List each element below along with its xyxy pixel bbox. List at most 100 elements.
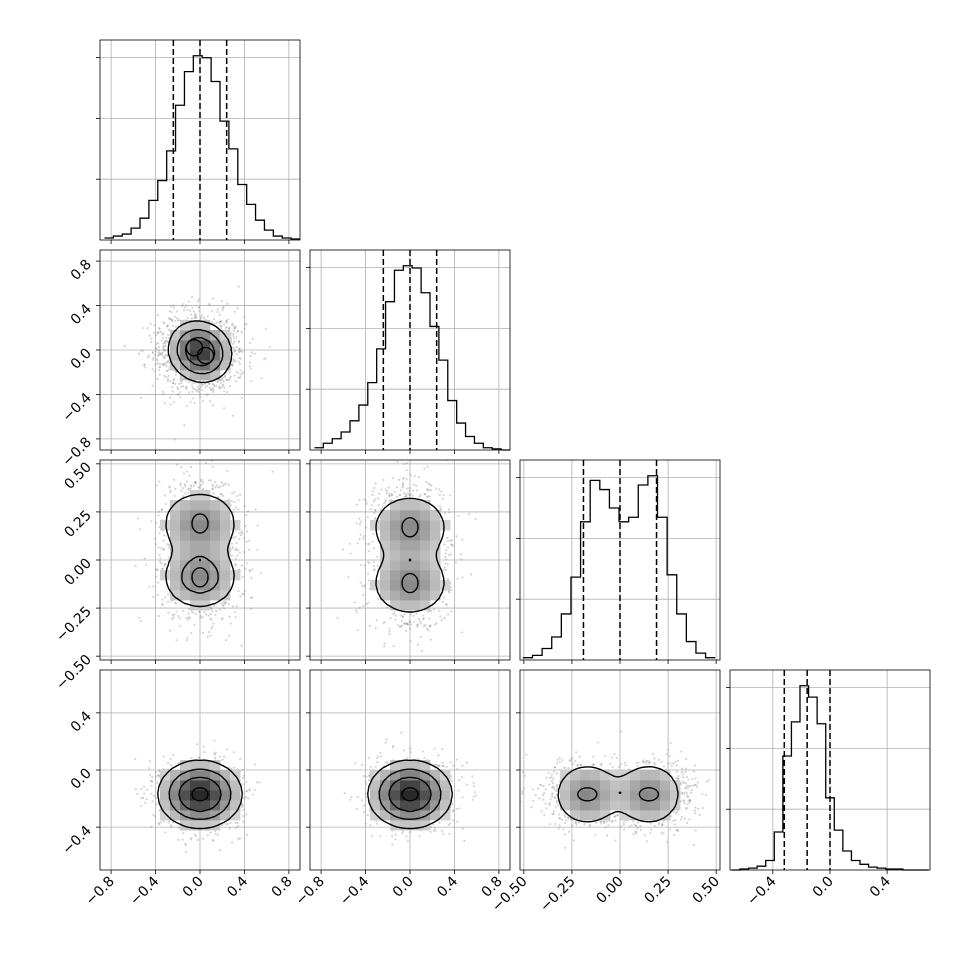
scatter-point xyxy=(236,768,239,771)
scatter-point xyxy=(405,495,408,498)
scatter-point xyxy=(688,784,691,788)
scatter-point xyxy=(169,305,172,308)
scatter-point xyxy=(227,327,231,330)
scatter-point xyxy=(158,480,161,483)
density-cell xyxy=(220,340,231,351)
scatter-point xyxy=(409,747,412,750)
scatter-point xyxy=(693,809,696,812)
scatter-point xyxy=(223,386,226,389)
scatter-point xyxy=(446,613,450,616)
scatter-point xyxy=(211,483,215,486)
scatter-point xyxy=(144,801,147,804)
scatter-point xyxy=(168,310,171,313)
scatter-point xyxy=(234,535,237,539)
density-cell xyxy=(600,800,611,811)
density-cell xyxy=(180,500,191,511)
scatter-point xyxy=(426,488,429,491)
scatter-point xyxy=(472,784,476,788)
density-cell xyxy=(210,520,221,531)
scatter-point xyxy=(385,492,388,495)
scatter-point xyxy=(614,819,617,822)
scatter-point xyxy=(368,774,371,777)
scatter-point xyxy=(167,546,171,549)
density-cell xyxy=(220,790,231,801)
scatter-point xyxy=(409,627,412,630)
scatter-point xyxy=(212,317,216,321)
scatter-point xyxy=(143,557,146,560)
scatter-point xyxy=(389,617,392,620)
scatter-point xyxy=(642,760,645,763)
scatter-point xyxy=(230,339,233,343)
scatter-point xyxy=(155,347,158,350)
scatter-point xyxy=(670,815,673,818)
density-cell xyxy=(200,770,211,781)
density-cell xyxy=(400,580,411,591)
scatter-point xyxy=(246,562,249,565)
scatter-point xyxy=(142,785,146,788)
scatter-point xyxy=(161,351,164,355)
density-cell xyxy=(220,800,231,811)
scatter-point xyxy=(206,315,210,318)
scatter-point xyxy=(162,393,165,396)
scatter-point xyxy=(178,616,181,620)
scatter-point xyxy=(349,798,352,801)
scatter-point xyxy=(614,839,617,842)
density-cell xyxy=(400,780,411,791)
density-cell xyxy=(590,800,601,811)
scatter-point xyxy=(676,759,680,762)
scatter-point xyxy=(694,806,697,809)
scatter-point xyxy=(247,797,250,800)
scatter-point xyxy=(154,334,158,337)
scatter-point xyxy=(358,606,361,609)
scatter-point xyxy=(216,833,219,837)
scatter-point xyxy=(391,455,393,457)
scatter-point xyxy=(567,816,570,819)
scatter-point xyxy=(366,515,369,519)
scatter-point xyxy=(243,589,247,592)
scatter-point xyxy=(157,353,160,357)
scatter-point xyxy=(566,816,570,819)
scatter-point xyxy=(435,487,438,490)
tick-label: 0.0 xyxy=(68,766,95,793)
scatter-point xyxy=(417,617,420,621)
scatter-point xyxy=(579,764,582,767)
scatter-point xyxy=(397,478,401,481)
scatter-point xyxy=(571,757,574,760)
scatter-point xyxy=(551,813,554,816)
scatter-point xyxy=(235,547,238,550)
scatter-point xyxy=(193,316,196,320)
scatter-point xyxy=(152,595,155,599)
scatter-point xyxy=(695,785,698,788)
scatter-point xyxy=(457,514,460,517)
scatter-point xyxy=(373,564,376,568)
scatter-point xyxy=(350,796,353,799)
density-cell xyxy=(180,820,191,831)
scatter-point xyxy=(676,829,679,832)
scatter-point xyxy=(162,342,165,345)
scatter-point xyxy=(150,337,153,340)
scatter-point xyxy=(424,624,427,627)
scatter-point xyxy=(223,376,226,379)
density-cell xyxy=(560,770,571,781)
scatter-point xyxy=(148,585,151,588)
scatter-point xyxy=(232,346,235,350)
scatter-point xyxy=(231,322,234,325)
scatter-point xyxy=(669,741,672,744)
scatter-point xyxy=(686,787,689,790)
density-cell xyxy=(190,780,201,791)
scatter-point xyxy=(239,375,242,378)
scatter-point xyxy=(178,624,181,628)
scatter-point xyxy=(355,522,358,525)
scatter-point xyxy=(196,388,199,391)
scatter-point xyxy=(155,575,158,578)
scatter-point xyxy=(230,337,233,341)
scatter-point xyxy=(192,611,195,614)
scatter-point xyxy=(222,604,225,607)
density-cell xyxy=(410,560,421,571)
scatter-point xyxy=(358,538,361,541)
scatter-point xyxy=(197,387,201,390)
scatter-point xyxy=(154,543,157,546)
density-cell xyxy=(410,590,421,601)
scatter-point xyxy=(452,809,455,813)
scatter-point xyxy=(220,618,224,621)
